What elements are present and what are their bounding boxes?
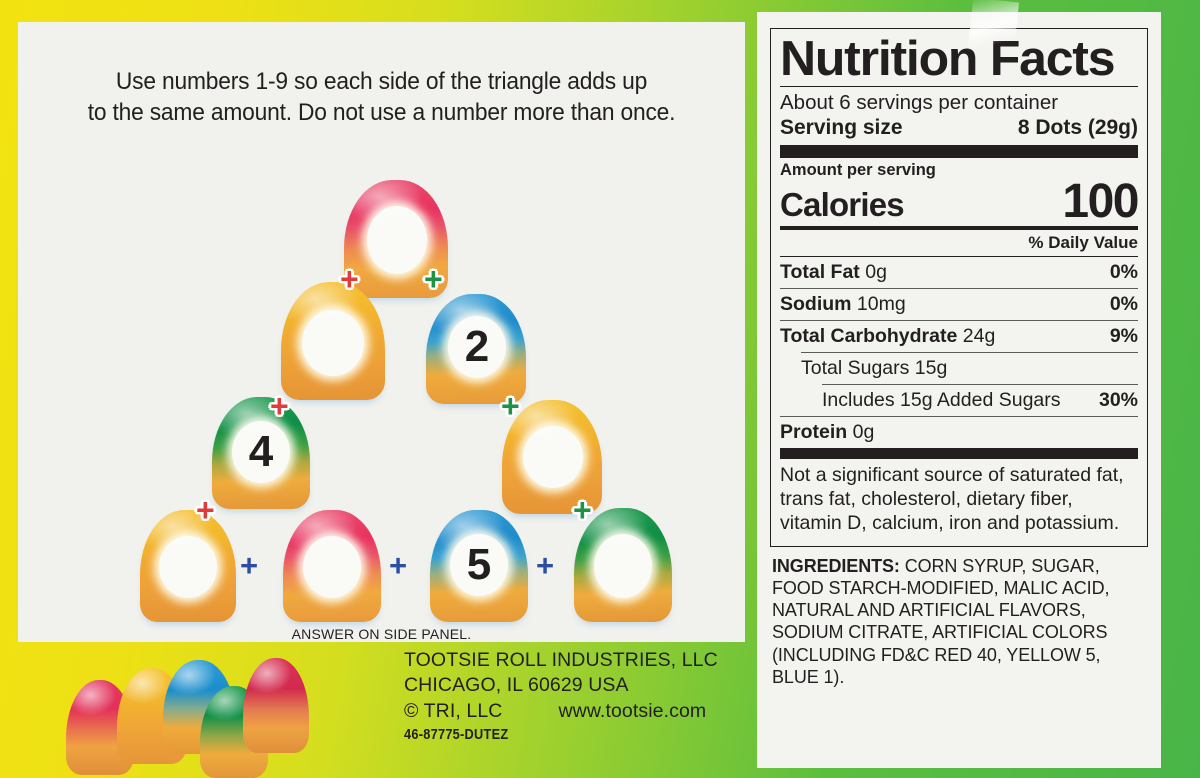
divider bbox=[780, 288, 1138, 290]
candy-gumdrop-red bbox=[243, 658, 309, 753]
nutrition-facts-title: Nutrition Facts bbox=[780, 32, 1116, 86]
divider-thick bbox=[780, 145, 1138, 159]
puzzle-dot-bottom-2[interactable] bbox=[283, 510, 381, 622]
plus-icon-right-3: + bbox=[573, 492, 592, 528]
company-copyright: © TRI, LLC bbox=[404, 699, 503, 722]
nutrient-name: Protein bbox=[780, 421, 848, 444]
plus-icon-bottom-3: + bbox=[536, 548, 555, 583]
divider bbox=[801, 352, 1138, 354]
puzzle-instructions-line2: to the same amount. Do not use a number … bbox=[87, 99, 676, 127]
serving-size-value: 8 Dots (29g) bbox=[1017, 116, 1138, 140]
puzzle-dot-value-2: 2 bbox=[464, 322, 490, 371]
puzzle-panel: Use numbers 1-9 so each side of the tria… bbox=[18, 22, 745, 642]
ingredients-list: INGREDIENTS: CORN SYRUP, SUGAR, FOOD STA… bbox=[770, 547, 1148, 689]
nutrient-amount: 24g bbox=[962, 325, 996, 348]
puzzle-dot-blank bbox=[523, 426, 583, 488]
plus-icon-right-1: + bbox=[424, 261, 443, 297]
puzzle-dot-value-bg bbox=[448, 316, 506, 378]
ingredients-text: CORN SYRUP, SUGAR, FOOD STARCH-MODIFIED,… bbox=[772, 555, 1110, 688]
nutrition-footnote: Not a significant source of saturated fa… bbox=[780, 464, 1124, 534]
amount-per-serving-label: Amount per serving bbox=[780, 161, 936, 180]
puzzle-instructions-line1: Use numbers 1-9 so each side of the tria… bbox=[115, 68, 648, 95]
puzzle-dot-blank bbox=[303, 536, 361, 598]
ingredients-label: INGREDIENTS: bbox=[772, 555, 900, 576]
puzzle-dot-left-upper[interactable] bbox=[281, 282, 385, 400]
calories-row: Calories 100 bbox=[780, 175, 1139, 229]
plus-icon-bottom-2: + bbox=[389, 548, 408, 583]
puzzle-dot-left-mid[interactable]: 4 bbox=[212, 397, 310, 509]
puzzle-dot-blank bbox=[302, 310, 364, 376]
puzzle-instructions: Use numbers 1-9 so each side of the tria… bbox=[43, 66, 719, 129]
calories-label: Calories bbox=[780, 186, 905, 224]
nutrient-row-sodium: Sodium 10mg 0% bbox=[780, 289, 1138, 320]
divider bbox=[780, 320, 1138, 322]
nutrient-row-total-fat: Total Fat 0g 0% bbox=[780, 257, 1138, 288]
nutrient-dv: 0% bbox=[1109, 261, 1138, 284]
plus-icon-left-1: + bbox=[340, 261, 359, 297]
plus-icon-bottom-1: + bbox=[240, 548, 259, 583]
puzzle-dot-value-5: 5 bbox=[466, 540, 492, 589]
puzzle-dot-value-bg bbox=[232, 421, 290, 483]
calories-value: 100 bbox=[1062, 175, 1139, 229]
company-name: TOOTSIE ROLL INDUSTRIES, LLC bbox=[404, 649, 718, 671]
plus-icon-left-3: + bbox=[196, 492, 215, 528]
puzzle-dot-right-upper[interactable]: 2 bbox=[426, 294, 526, 404]
puzzle-dot-right-mid[interactable] bbox=[502, 400, 602, 514]
divider bbox=[780, 86, 1138, 88]
divider-thick bbox=[780, 448, 1138, 460]
puzzle-dot-blank bbox=[367, 206, 427, 274]
nutrient-dv: 0% bbox=[1109, 293, 1138, 316]
divider bbox=[822, 384, 1138, 386]
nutrient-amount: 0g bbox=[865, 261, 887, 284]
puzzle-dot-bottom-4[interactable] bbox=[574, 508, 672, 622]
puzzle-dot-value-4: 4 bbox=[248, 427, 274, 476]
company-website[interactable]: www.tootsie.com bbox=[558, 699, 707, 722]
puzzle-dot-value-bg bbox=[450, 534, 508, 596]
nutrient-row-protein: Protein 0g bbox=[780, 417, 1138, 448]
serving-size-label: Serving size bbox=[780, 116, 903, 140]
puzzle-dot-apex[interactable] bbox=[344, 180, 448, 298]
number-triangle-puzzle: + + 2 + + 4 + + bbox=[18, 22, 745, 622]
nutrition-facts-panel: Nutrition Facts About 6 servings per con… bbox=[757, 12, 1161, 768]
nutrition-facts-box: Nutrition Facts About 6 servings per con… bbox=[770, 28, 1148, 547]
answer-note: ANSWER ON SIDE PANEL. bbox=[291, 626, 472, 642]
nutrient-amount: 0g bbox=[852, 421, 875, 444]
divider bbox=[780, 416, 1138, 418]
nutrient-name: Includes 15g Added Sugars bbox=[822, 389, 1061, 412]
plus-icon-right-2: + bbox=[501, 388, 520, 424]
nutrient-row-total-sugars: Total Sugars 15g bbox=[780, 353, 1138, 384]
company-code: 46-87775-DUTEZ bbox=[404, 727, 509, 743]
nutrient-amount: 10mg bbox=[856, 293, 906, 316]
company-address: CHICAGO, IL 60629 USA bbox=[404, 674, 629, 697]
candy-cluster-decoration bbox=[0, 640, 400, 778]
divider-medium bbox=[780, 226, 1138, 231]
plus-icon-left-2: + bbox=[270, 388, 289, 424]
company-info: TOOTSIE ROLL INDUSTRIES, LLC CHICAGO, IL… bbox=[404, 648, 718, 724]
nutrient-row-total-carbohydrate: Total Carbohydrate 24g 9% bbox=[780, 321, 1138, 352]
nutrient-name: Total Carbohydrate bbox=[780, 325, 958, 348]
serving-size-row: Serving size 8 Dots (29g) bbox=[780, 116, 1138, 145]
puzzle-dot-blank bbox=[159, 536, 217, 598]
nutrient-row-added-sugars: Includes 15g Added Sugars 30% bbox=[780, 385, 1138, 416]
puzzle-dot-bottom-1[interactable] bbox=[140, 510, 236, 622]
nutrient-name: Sodium bbox=[780, 293, 852, 316]
puzzle-dot-bottom-3[interactable]: 5 bbox=[430, 510, 528, 622]
puzzle-dot-blank bbox=[594, 534, 652, 598]
nutrient-name: Total Sugars 15g bbox=[801, 357, 948, 380]
nutrient-dv: 9% bbox=[1109, 325, 1138, 348]
divider bbox=[780, 256, 1138, 258]
nutrient-dv: 30% bbox=[1098, 389, 1138, 412]
daily-value-header: % Daily Value bbox=[1028, 233, 1138, 253]
nutrient-name: Total Fat bbox=[780, 261, 860, 284]
servings-per-container: About 6 servings per container bbox=[780, 91, 1059, 115]
